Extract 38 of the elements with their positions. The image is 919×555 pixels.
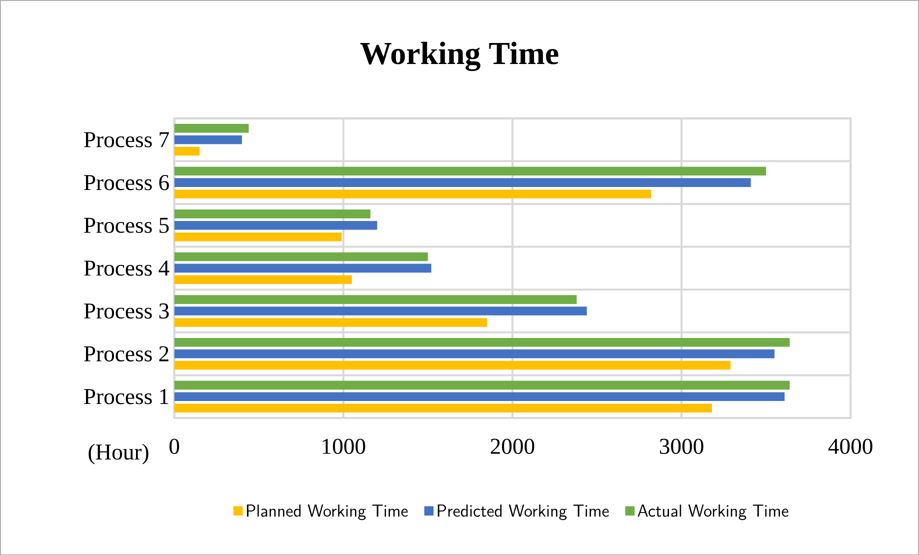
chart-title: Working Time [360, 42, 558, 71]
bar [174, 220, 378, 230]
bar [174, 392, 785, 401]
bar [174, 166, 766, 176]
bar [174, 404, 712, 412]
y-tick-label: Process 2 [84, 346, 168, 362]
x-tick-label: 4000 [828, 438, 872, 454]
bar [174, 294, 577, 304]
bar [174, 264, 432, 272]
bar [174, 135, 242, 144]
x-axis-title: (Hour) [88, 444, 148, 464]
bar [174, 318, 488, 327]
y-tick-label: Process 4 [84, 260, 170, 276]
bar [174, 380, 790, 390]
bar [174, 178, 751, 187]
bar [174, 275, 352, 284]
bar [174, 349, 774, 358]
x-tick-label: 0 [170, 438, 180, 454]
y-tick-label: Process 1 [84, 388, 168, 404]
legend-label: Predicted Working Time [438, 504, 609, 520]
legend-label: Planned Working Time [246, 504, 408, 520]
bar [174, 146, 200, 156]
y-tick-label: Process 6 [84, 174, 169, 190]
bar [174, 209, 370, 218]
bar [174, 124, 249, 133]
y-tick-label: Process 3 [84, 303, 169, 318]
bar [174, 360, 731, 370]
bar [174, 189, 652, 198]
legend-label: Actual Working Time [638, 504, 788, 520]
y-tick-label: Process 5 [84, 218, 169, 233]
x-tick-label: 1000 [322, 438, 366, 454]
bar [174, 232, 342, 242]
x-tick-label: 3000 [660, 438, 704, 454]
bar [174, 338, 790, 347]
bar [174, 252, 428, 261]
x-tick-label: 2000 [490, 438, 534, 454]
bar [174, 306, 587, 316]
y-tick-label: Process 7 [84, 132, 169, 148]
